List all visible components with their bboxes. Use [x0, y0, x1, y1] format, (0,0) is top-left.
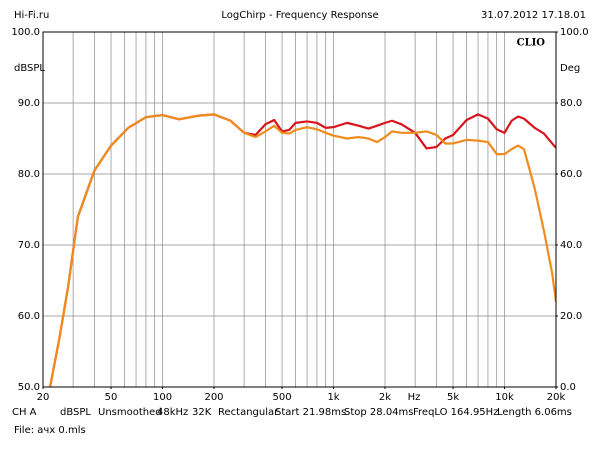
x-tick-label: 20: [37, 392, 50, 403]
x-tick-label: 1k: [327, 392, 339, 403]
footer-item: FreqLO 164.95Hz: [413, 407, 498, 418]
y2-tick-label: 40.0: [560, 240, 582, 251]
footer-item: 32K: [192, 407, 212, 418]
x-tick-label: 50: [105, 392, 118, 403]
y-tick-label: 100.0: [11, 27, 40, 38]
footer-item: Stop 28.04ms: [344, 407, 414, 418]
footer-item: Length 6.06ms: [497, 407, 572, 418]
chart-title: LogChirp - Frequency Response: [221, 10, 378, 21]
y2-axis-label: Deg: [560, 63, 580, 74]
y2-tick-label: 80.0: [560, 98, 582, 109]
x-tick-label: 20k: [547, 392, 566, 403]
x-tick-label: 10k: [495, 392, 514, 403]
footer-item: Start 21.98ms: [275, 407, 346, 418]
x-tick-label: 200: [204, 392, 223, 403]
file-label: File: ачх 0.mls: [14, 425, 86, 436]
brand: CLIO: [517, 38, 546, 49]
x-tick-label: 5k: [447, 392, 459, 403]
plot-frame: [42, 31, 557, 388]
y-axis-label: dBSPL: [14, 63, 45, 74]
header-left: Hi-Fi.ru: [14, 10, 49, 21]
footer-item: Rectangular: [218, 407, 279, 418]
y2-tick-label: 0.0: [560, 382, 576, 393]
y-tick-label: 90.0: [18, 98, 40, 109]
series-line: [48, 113, 556, 387]
y-tick-label: 60.0: [18, 311, 40, 322]
y-tick-label: 70.0: [18, 240, 40, 251]
x-tick-label: 100: [153, 392, 172, 403]
series-line: [48, 113, 556, 387]
x-tick-label: 500: [273, 392, 292, 403]
grid: [42, 31, 557, 388]
footer-item: Unsmoothed: [98, 407, 162, 418]
footer-item: CH A: [12, 407, 37, 418]
x-tick-label: 2k: [379, 392, 391, 403]
footer-item: 48kHz: [157, 407, 188, 418]
y2-tick-label: 60.0: [560, 169, 582, 180]
y2-tick-label: 20.0: [560, 311, 582, 322]
header-right: 31.07.2012 17.18.01: [481, 10, 586, 21]
footer-item: dBSPL: [60, 407, 91, 418]
y-tick-label: 50.0: [18, 382, 40, 393]
y2-tick-label: 100.0: [560, 27, 589, 38]
plot: [48, 113, 556, 387]
x-axis-label: Hz: [408, 392, 421, 403]
y-tick-label: 80.0: [18, 169, 40, 180]
